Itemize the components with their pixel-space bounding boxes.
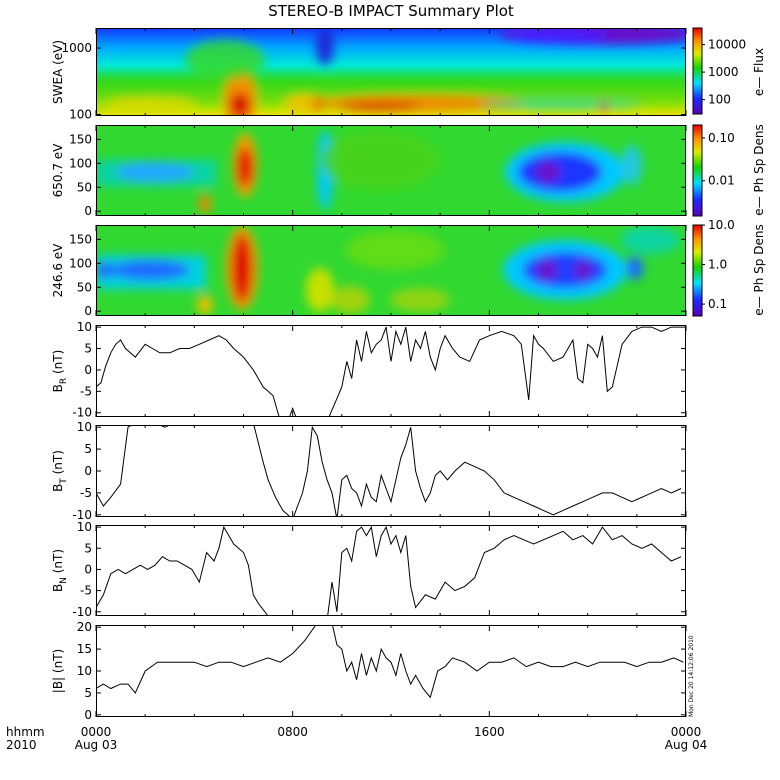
x-tick-date-label: Aug 03 — [75, 738, 118, 752]
y-tick-label: 1000 — [61, 41, 92, 55]
y-tick-label: 50 — [77, 180, 92, 194]
y-axis-label: |B| (nT) — [51, 649, 65, 693]
y-tick-label: 20 — [77, 620, 92, 634]
colorbar-pad-246 — [692, 224, 703, 317]
y-tick-label: 0 — [84, 363, 92, 377]
y-tick-label: 15 — [77, 642, 92, 656]
y-tick-label: 0 — [84, 562, 92, 576]
colorbars — [692, 27, 703, 317]
y-tick-label: 0 — [84, 304, 92, 318]
y-tick-label: 0 — [84, 464, 92, 478]
br-trace — [96, 326, 682, 417]
bt-trace — [96, 425, 682, 517]
colorbar-tick-label: 100 — [708, 93, 731, 107]
swea-spectrogram — [96, 28, 686, 116]
plot-timestamp: Mon Dec 20 14:12:06 2010 — [688, 635, 695, 717]
pad-246-spectrogram — [96, 225, 686, 316]
colorbar-tick-label: 10000 — [708, 38, 746, 52]
x-tick-label: 1600 — [474, 725, 505, 739]
x-tick-label: 0000 — [81, 725, 112, 739]
y-tick-label: 0 — [84, 204, 92, 218]
y-tick-label: 10 — [77, 320, 92, 334]
time-axis-corner-bottom: 2010 — [6, 738, 37, 752]
y-tick-label: 0 — [84, 708, 92, 722]
y-tick-label: 150 — [69, 132, 92, 146]
x-tick-label: 0800 — [277, 725, 308, 739]
x-tick-date-label: Aug 04 — [665, 738, 708, 752]
y-tick-label: -10 — [72, 605, 92, 619]
y-tick-label: 10 — [77, 664, 92, 678]
y-tick-label: 100 — [69, 156, 92, 170]
y-tick-label: -10 — [72, 508, 92, 522]
colorbar-tick-label: 1.0 — [708, 258, 727, 272]
btot-frame — [96, 625, 686, 717]
y-tick-label: -5 — [80, 584, 92, 598]
colorbar-title-flux: e— Flux — [752, 48, 766, 96]
y-axis-label: 246.6 eV — [51, 243, 65, 298]
colorbar-pad-650 — [692, 124, 703, 217]
bn-frame — [96, 525, 686, 616]
colorbar-tick-label: 1000 — [708, 65, 739, 79]
colorbar-tick-label: 0.1 — [708, 297, 727, 311]
pad-650-spectrogram — [96, 125, 686, 216]
y-tick-label: 5 — [84, 342, 92, 356]
y-axis-label: BT (nT) — [51, 450, 69, 492]
y-tick-label: 10 — [77, 520, 92, 534]
y-tick-label: 5 — [84, 541, 92, 555]
colorbar-tick-label: 0.10 — [708, 131, 735, 145]
y-axis-label: BR (nT) — [51, 350, 69, 393]
x-tick-label: 0000 — [671, 725, 702, 739]
chart-title: STEREO-B IMPACT Summary Plot — [268, 2, 514, 20]
time-axis-corner-top: hhmm — [6, 725, 45, 739]
btot-trace — [96, 625, 684, 699]
y-tick-label: 150 — [69, 232, 92, 246]
y-tick-label: -5 — [80, 486, 92, 500]
y-tick-label: 5 — [84, 686, 92, 700]
y-tick-label: -10 — [72, 406, 92, 420]
bn-trace — [96, 525, 682, 616]
y-axis-label: SWEA (eV) — [51, 40, 65, 104]
y-tick-label: 100 — [69, 108, 92, 122]
y-tick-label: -5 — [80, 384, 92, 398]
y-tick-label: 10 — [77, 420, 92, 434]
colorbar-title-pad-650: e— Ph Sp Dens — [752, 124, 766, 215]
br-frame — [96, 325, 686, 417]
colorbar-flux — [692, 27, 703, 115]
colorbar-title-pad-246: e— Ph Sp Dens — [752, 224, 766, 315]
colorbar-tick-label: 10.0 — [708, 218, 735, 232]
y-tick-label: 5 — [84, 442, 92, 456]
y-tick-label: 50 — [77, 280, 92, 294]
y-axis-label: 650.7 eV — [51, 143, 65, 198]
y-axis-label: BN (nT) — [51, 549, 69, 592]
y-tick-label: 100 — [69, 256, 92, 270]
colorbar-tick-label: 0.01 — [708, 174, 735, 188]
